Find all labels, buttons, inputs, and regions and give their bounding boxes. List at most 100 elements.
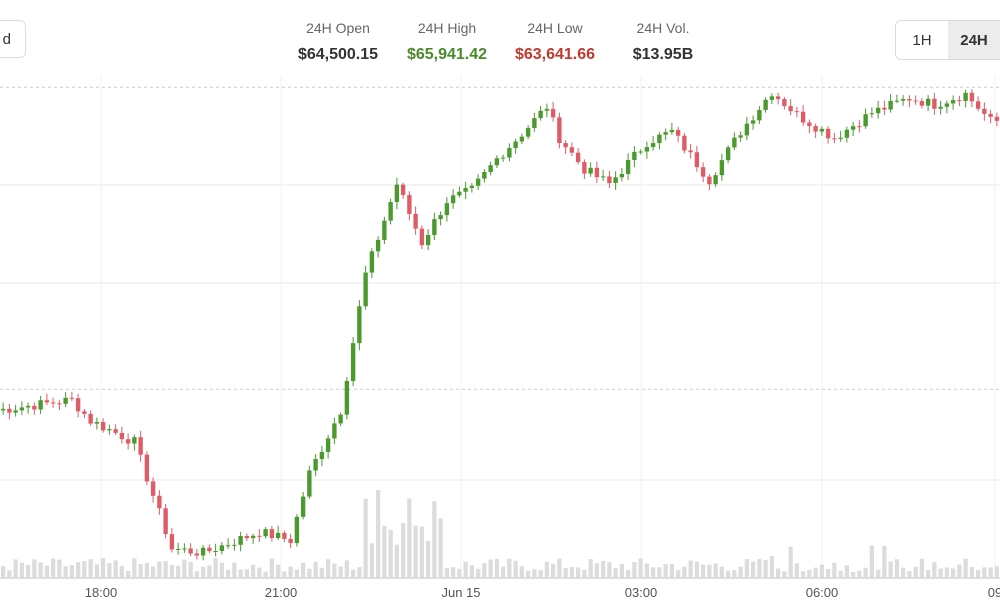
volume-bar [244, 569, 249, 578]
stat-volume-label: 24H Vol. [636, 20, 690, 36]
candle-body [332, 423, 337, 439]
volume-bar [82, 560, 87, 578]
volume-bar [694, 561, 699, 578]
candle-body [419, 228, 425, 246]
volume-bar [69, 565, 74, 578]
volume-bar [826, 568, 831, 578]
volume-bar [276, 564, 281, 578]
volume-bar [863, 567, 868, 578]
candle-body [619, 173, 625, 178]
volume-bar [963, 558, 968, 578]
candle-body [282, 532, 287, 539]
volume-bar [194, 571, 199, 578]
volume-bar [657, 567, 662, 578]
candle-body [238, 536, 243, 545]
candle-body [650, 143, 656, 148]
volume-bar [407, 498, 412, 578]
candle-body [294, 516, 300, 544]
candle-body [588, 167, 593, 174]
volume-bar [213, 558, 218, 578]
volume-bar [982, 567, 987, 578]
candle-body [625, 159, 631, 174]
candle-body [163, 508, 168, 535]
volume-bar [344, 560, 349, 578]
candle-body [975, 101, 981, 109]
volume-bar [726, 570, 731, 578]
stat-high-value: $65,941.42 [406, 46, 488, 63]
candle-body [338, 414, 343, 424]
candle-body [894, 100, 900, 102]
candle-body [194, 553, 200, 556]
volume-bar [813, 567, 818, 578]
volume-bar [932, 562, 937, 578]
candle-body [488, 165, 493, 172]
candle-body [475, 178, 481, 186]
candle-body [188, 548, 193, 554]
volume-bar [938, 568, 943, 578]
candle-body [763, 99, 768, 111]
candle-body [119, 432, 125, 440]
volume-bar [476, 568, 481, 578]
volume-bar [507, 558, 512, 578]
volume-bar [463, 561, 468, 578]
partial-range-button[interactable]: d [0, 20, 26, 58]
candle-body [407, 195, 412, 214]
volume-bar [788, 546, 793, 578]
volume-bar [457, 568, 462, 578]
volume-bar [619, 563, 624, 578]
candle-body [819, 128, 825, 132]
candle-body [557, 117, 562, 144]
candle-body [875, 107, 881, 114]
candle-body [719, 160, 725, 176]
candle-body [963, 92, 968, 101]
volume-bar [988, 567, 993, 578]
volume-bar [851, 571, 856, 578]
volume-bar [26, 565, 31, 578]
candle-body [563, 143, 568, 148]
volume-bar [544, 561, 549, 578]
candle-body [600, 176, 606, 178]
candle-body [794, 111, 800, 113]
candle-body [500, 157, 506, 159]
candle-body [13, 410, 18, 413]
candle-body [100, 422, 106, 431]
stat-low-value: $63,641.66 [514, 46, 596, 63]
volume-bar [651, 567, 656, 578]
stat-low-label: 24H Low [527, 20, 583, 36]
candle-body [969, 92, 975, 102]
volume-bar [257, 567, 262, 578]
candle-body [538, 110, 543, 119]
candle-body [994, 116, 1000, 121]
volume-bar [207, 565, 212, 578]
volume-bar [282, 571, 287, 578]
volume-bar [638, 558, 643, 578]
candle-body [525, 127, 531, 137]
volume-bar [513, 560, 518, 578]
volume-bar [201, 566, 206, 578]
candle-body [138, 437, 143, 455]
volume-bar [594, 563, 599, 578]
volume-bar [288, 566, 293, 578]
timeframe-1h-button[interactable]: 1H [912, 31, 932, 49]
timeframe-24h-button[interactable]: 24H [948, 21, 1000, 59]
candle-body [175, 548, 181, 550]
volume-bar [794, 563, 799, 578]
volume-bar [557, 558, 562, 578]
volume-bar [588, 559, 593, 578]
candle-body [932, 98, 937, 109]
candle-body [988, 113, 993, 117]
candle-body [450, 195, 456, 204]
volume-bar [907, 571, 912, 578]
volume-bar [707, 564, 712, 578]
stat-volume: 24H Vol. $13.95B [603, 18, 723, 68]
volume-bar [682, 566, 687, 578]
volume-bar [519, 566, 524, 578]
volume-bar [394, 544, 399, 578]
candle-body [594, 167, 600, 178]
volume-bar [432, 501, 437, 578]
volume-bar [701, 564, 706, 578]
candle-body [869, 113, 875, 115]
volume-bar [644, 563, 649, 578]
volume-bar [482, 563, 487, 578]
